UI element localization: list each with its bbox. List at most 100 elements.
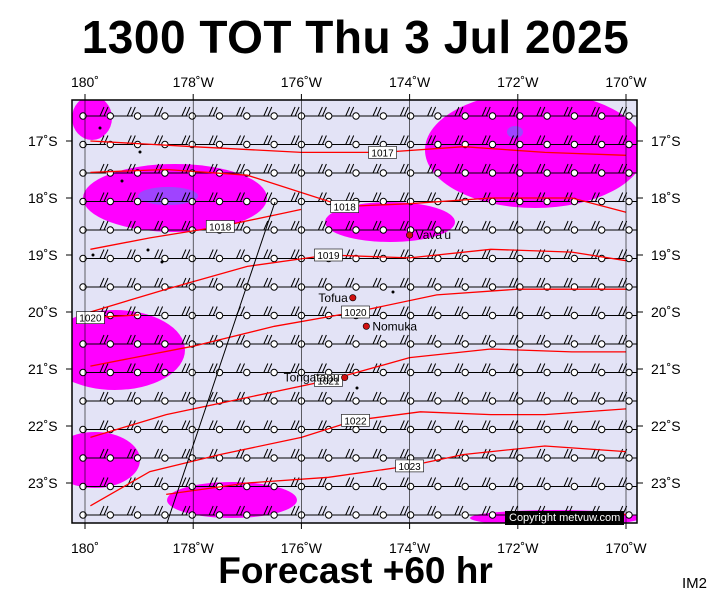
wind-barb (133, 277, 164, 291)
wind-barb (570, 306, 600, 320)
wind-barb (543, 363, 573, 377)
wind-barb (133, 420, 164, 434)
wind-barb (270, 477, 300, 491)
wind-barb (570, 277, 600, 291)
wind-barb (188, 505, 218, 519)
wind-barb (325, 163, 355, 177)
wind-barb (461, 334, 491, 348)
wind-barb (406, 249, 437, 263)
wind-barb (488, 420, 518, 434)
wind-barb (516, 163, 546, 177)
wind-barb (570, 220, 600, 234)
place-label: Tofua (318, 291, 348, 305)
wind-barb (570, 363, 600, 377)
wind-barb (243, 249, 273, 263)
wind-barb (188, 391, 218, 405)
place-marker (362, 322, 370, 330)
lat-left-label: 21˚S (28, 361, 58, 377)
wind-barb (325, 106, 355, 120)
wind-barb (570, 249, 600, 263)
wind-barb (516, 363, 546, 377)
wind-barb (488, 334, 518, 348)
wind-barb (79, 448, 109, 462)
wind-barb (516, 448, 546, 462)
wind-barb (434, 277, 464, 291)
wind-barb (79, 277, 109, 291)
lon-bottom-label: 170˚W (605, 540, 647, 556)
isobar-label: 1020 (79, 314, 102, 325)
isobar-label-box (330, 200, 359, 213)
wind-barb (434, 477, 464, 491)
island (355, 386, 359, 390)
wind-barb (188, 306, 218, 320)
wind-barb (243, 106, 273, 120)
wind-barb (79, 477, 109, 491)
wind-barb (243, 306, 273, 320)
lon-bottom-label: 180˚ (70, 540, 100, 556)
copyright-label: Copyright metvuw.com (505, 511, 625, 525)
wind-barb (379, 277, 409, 291)
wind-barb (379, 391, 409, 405)
wind-barb (243, 334, 273, 348)
wind-barb (434, 106, 464, 120)
wind-barb (79, 505, 109, 519)
wind-barb (488, 306, 518, 320)
wind-barb (598, 448, 628, 462)
wind-barb (598, 192, 628, 206)
wind-barb (161, 448, 191, 462)
wind-barb (215, 334, 245, 348)
wind-barb (133, 391, 164, 405)
place-label: Vava'u (416, 228, 451, 242)
wind-barb (270, 420, 300, 434)
wind-barb (270, 306, 300, 320)
wind-barb (488, 249, 518, 263)
lat-right-label: 20˚S (651, 304, 681, 320)
wind-barb (516, 192, 546, 206)
wind-barb (543, 220, 573, 234)
wind-barb (570, 163, 600, 177)
island (160, 260, 164, 264)
wind-barb (188, 477, 218, 491)
rain-area-heavy (138, 187, 198, 205)
lon-top-label: 176˚W (280, 74, 323, 90)
wind-barb (243, 363, 273, 377)
wind-barb (352, 448, 382, 462)
wind-barb (79, 249, 109, 263)
lon-top-label: 174˚W (388, 74, 431, 90)
wind-barb (325, 391, 355, 405)
lon-bottom-label: 172˚W (497, 540, 539, 556)
map-title: 1300 TOT Thu 3 Jul 2025 (81, 11, 630, 63)
wind-barb (133, 249, 164, 263)
wind-barb (488, 163, 518, 177)
island (120, 179, 124, 183)
isobar-label: 1018 (334, 203, 357, 214)
wind-barb (461, 448, 491, 462)
wind-barb (406, 277, 437, 291)
wind-barb (270, 220, 300, 234)
wind-barb (243, 505, 273, 519)
lat-right-label: 23˚S (651, 475, 681, 491)
wind-barb (325, 220, 355, 234)
wind-barb (570, 420, 600, 434)
wind-barb (79, 106, 109, 120)
wind-barb (461, 163, 491, 177)
wind-barb (461, 306, 491, 320)
wind-barb (543, 306, 573, 320)
wind-barb (106, 391, 136, 405)
isobar-label-box (368, 146, 397, 159)
wind-barb (325, 334, 355, 348)
wind-barb (133, 363, 164, 377)
wind-barb (570, 106, 600, 120)
wind-barb (106, 448, 136, 462)
lat-right-label: 18˚S (651, 190, 681, 206)
isobar-label-box (76, 311, 105, 325)
wind-barb (106, 106, 136, 120)
wind-barb (406, 420, 437, 434)
wind-barb (625, 368, 637, 377)
wind-barb (543, 163, 573, 177)
place-marker (406, 231, 414, 239)
wind-barb (570, 477, 600, 491)
wind-barb (543, 448, 573, 462)
wind-barb (461, 477, 491, 491)
